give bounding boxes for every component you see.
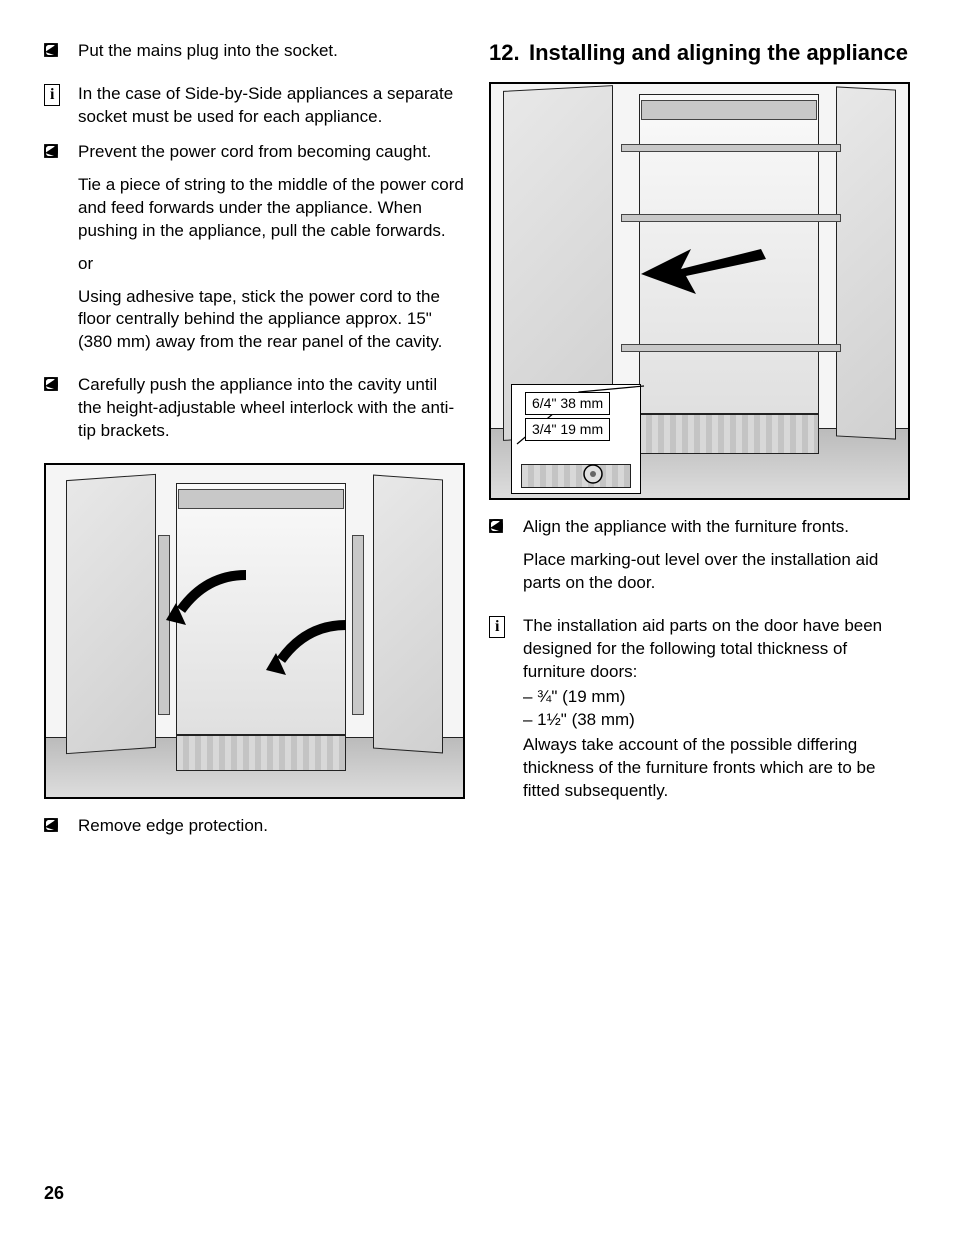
bullet-align: Align the appliance with the furniture f… bbox=[489, 516, 910, 605]
info-icon: i bbox=[44, 83, 78, 106]
heading-text: Installing and aligning the appliance bbox=[529, 40, 910, 66]
dimension-label-19mm: 3/4" 19 mm bbox=[525, 418, 610, 441]
text: Put the mains plug into the socket. bbox=[78, 40, 465, 63]
text: – 1½" (38 mm) bbox=[523, 709, 910, 732]
text: Remove edge protection. bbox=[78, 815, 465, 838]
text: Carefully push the appliance into the ca… bbox=[78, 374, 465, 443]
bullet-icon bbox=[44, 374, 78, 398]
bullet-icon bbox=[44, 40, 78, 64]
info-icon: i bbox=[489, 615, 523, 638]
text: – ¾" (19 mm) bbox=[523, 686, 910, 709]
text: Align the appliance with the furniture f… bbox=[523, 516, 910, 539]
bullet-push-cavity: Carefully push the appliance into the ca… bbox=[44, 374, 465, 453]
text: Place marking-out level over the install… bbox=[523, 549, 910, 595]
page-number: 26 bbox=[44, 1181, 64, 1205]
bullet-icon bbox=[489, 516, 523, 540]
text: In the case of Side-by-Side appliances a… bbox=[78, 83, 465, 129]
text: or bbox=[78, 253, 465, 276]
dimension-label-38mm: 6/4" 38 mm bbox=[525, 392, 610, 415]
figure-push-appliance bbox=[44, 463, 465, 799]
info-aid-parts: i The installation aid parts on the door… bbox=[489, 615, 910, 805]
bullet-icon bbox=[44, 815, 78, 839]
text: Prevent the power cord from becoming cau… bbox=[78, 141, 465, 164]
bullet-power-cord: Prevent the power cord from becoming cau… bbox=[44, 141, 465, 365]
info-separate-socket: i In the case of Side-by-Side appliances… bbox=[44, 83, 465, 131]
figure-align-appliance: 6/4" 38 mm 3/4" 19 mm bbox=[489, 82, 910, 500]
text: Using adhesive tape, stick the power cor… bbox=[78, 286, 465, 355]
bullet-mains-plug: Put the mains plug into the socket. bbox=[44, 40, 465, 73]
heading-section-12: 12. Installing and aligning the applianc… bbox=[489, 40, 910, 66]
text: Tie a piece of string to the middle of t… bbox=[78, 174, 465, 243]
text: The installation aid parts on the door h… bbox=[523, 615, 910, 684]
bullet-icon bbox=[44, 141, 78, 165]
text: Always take account of the possible diff… bbox=[523, 734, 910, 803]
bullet-remove-edge: Remove edge protection. bbox=[44, 815, 465, 848]
heading-number: 12. bbox=[489, 40, 529, 66]
